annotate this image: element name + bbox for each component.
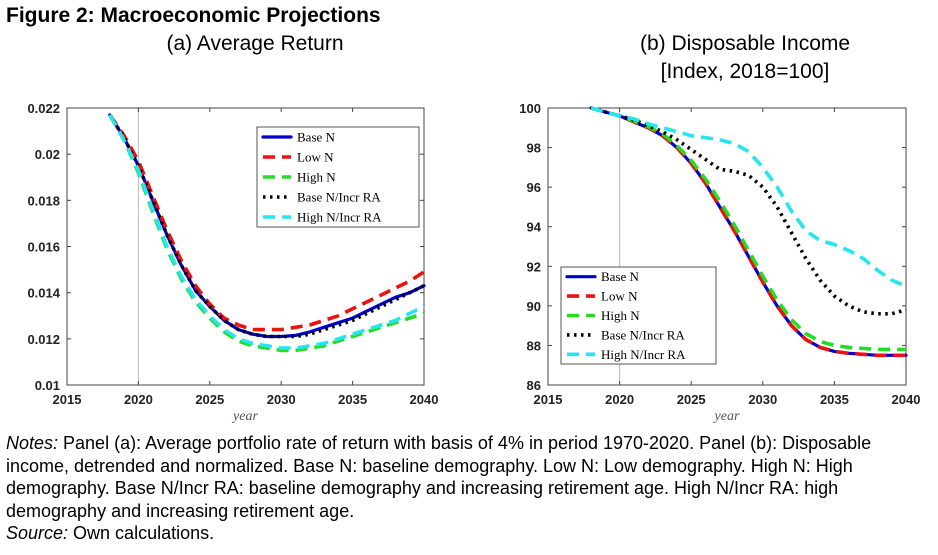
source-label: Source: [6,523,69,543]
panel-a-xtick-label: 2015 [53,392,82,407]
panel-b-xtick-label: 2020 [605,392,634,407]
source-text: Own calculations. [68,523,215,543]
notes-label: Notes: [6,433,59,453]
panel-b-xtick-label: 2015 [534,392,563,407]
notes-paragraph: Notes: Panel (a): Average portfolio rate… [6,432,931,545]
panel-a-legend-label-3: Base N/Incr RA [297,190,381,205]
panel-b-legend-label-0: Base N [601,269,640,284]
panel-a-xtick-label: 2030 [267,392,296,407]
figure-title: Figure 2: Macroeconomic Projections [6,4,381,27]
figure-charts: 2015 2020 2025 2030 2035 2040 0.01 0.012 0.014 0.… [27,101,921,424]
panel-b-series-line-3 [590,106,907,316]
panel-b-legend-label-4: High N/Incr RA [601,347,686,362]
panel-a-title: (a) Average Return [166,32,344,55]
panel-a-ytick-label: 0.018 [27,193,60,208]
panel-a-ytick-label: 0.022 [27,101,60,116]
panel-b-title: (b) Disposable Income [639,32,851,55]
panel-a-series-line-3 [108,113,425,339]
panel-a-legend-label-0: Base N [297,130,336,145]
panel-a-ytick-label: 0.01 [35,378,60,393]
panel-a-series-line-2 [108,114,425,353]
panel-b-xtick-label: 2035 [820,392,849,407]
panel-b-ytick-label: 92 [527,259,541,274]
panel-b-xtick-label: 2025 [677,392,706,407]
panel-a-series-line-1 [108,113,425,332]
panel-b-series-line-4 [590,106,907,288]
panel-a-xtick-label: 2040 [410,392,439,407]
panel-a-ytick-label: 0.016 [27,240,60,255]
panel-b-series-line-0 [589,106,908,357]
panel-a-xtick-label: 2025 [195,392,224,407]
panel-b-xaxis-label: year [713,409,740,424]
panel-a-xtick-label: 2020 [124,392,153,407]
panel-b-legend-label-1: Low N [601,289,638,304]
panel-b-ytick-label: 90 [527,299,541,314]
panel-b-ytick-label: 96 [527,180,541,195]
panel-a-legend-label-4: High N/Incr RA [297,210,382,225]
panel-b-subtitle: [Index, 2018=100] [660,60,830,83]
panel-b-ytick-label: 100 [519,101,541,116]
panel-a-ytick-label: 0.014 [27,286,60,301]
panel-b-ytick-label: 98 [527,141,541,156]
panel-b-legend-label-2: High N [601,308,640,323]
notes-text: Panel (a): Average portfolio rate of ret… [6,433,872,521]
panel-b-xtick-label: 2040 [892,392,921,407]
panel-b-legend-label-3: Base N/Incr RA [601,327,685,342]
panel-a-legend-label-1: Low N [297,150,334,165]
panel-a-legend-label-2: High N [297,170,336,185]
panel-a-series-line-4 [108,114,425,350]
panel-a-ytick-label: 0.012 [27,332,60,347]
panel-b-ytick-label: 94 [527,220,542,235]
panel-b-ytick-label: 86 [527,378,541,393]
panel-a-ytick-label: 0.02 [35,147,60,162]
panel-b-ytick-label: 88 [527,338,541,353]
panel-a-xtick-label: 2035 [338,392,367,407]
panel-a-xaxis-label: year [231,409,258,424]
panel-b-xtick-label: 2030 [748,392,777,407]
